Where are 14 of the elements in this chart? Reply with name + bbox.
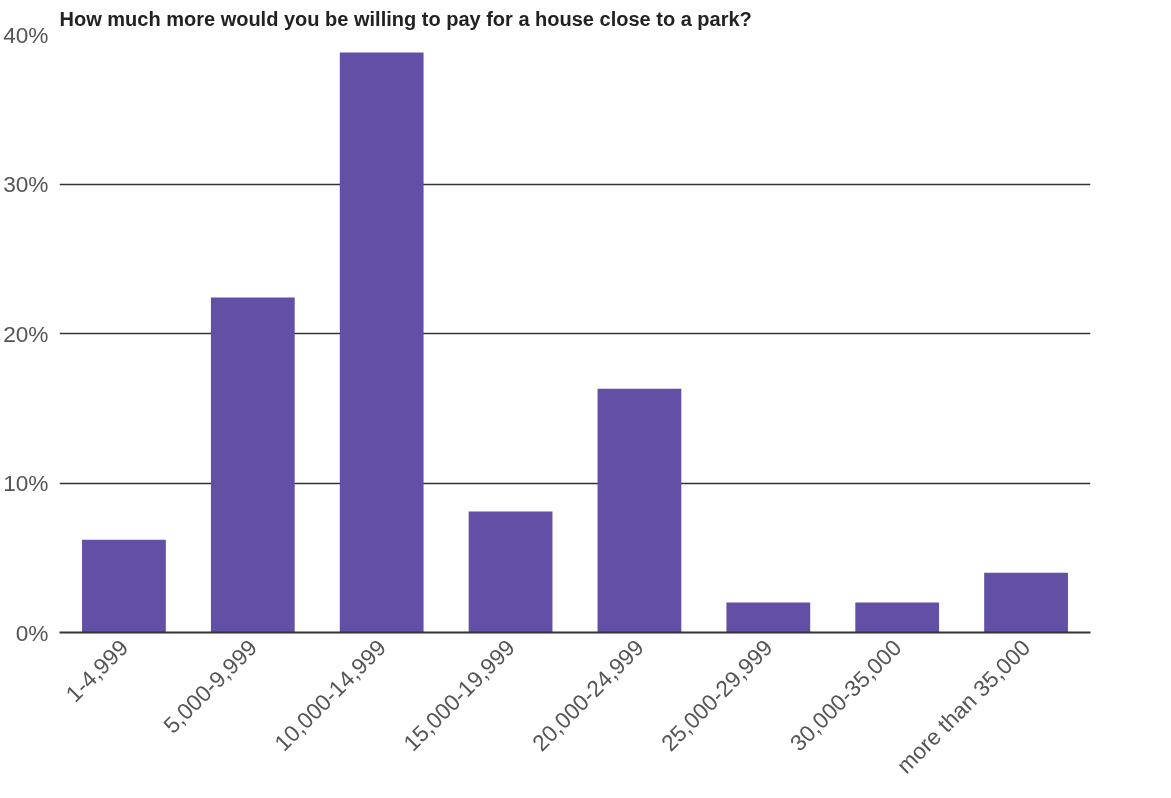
bar [339, 52, 424, 633]
y-tick-label: 10% [3, 470, 49, 496]
y-tick-label: 20% [3, 320, 49, 347]
bar [984, 572, 1068, 633]
bar [82, 539, 166, 633]
bar [726, 602, 811, 633]
chart-title: How much more would you be willing to pay for a house close to a park? [59, 7, 752, 30]
y-tick-label: 30% [3, 171, 49, 197]
bar [855, 602, 940, 633]
y-tick-label: 40% [3, 21, 49, 48]
bar [210, 297, 295, 633]
bar [597, 388, 682, 633]
y-tick-label: 0% [15, 619, 49, 646]
bar [468, 511, 553, 633]
